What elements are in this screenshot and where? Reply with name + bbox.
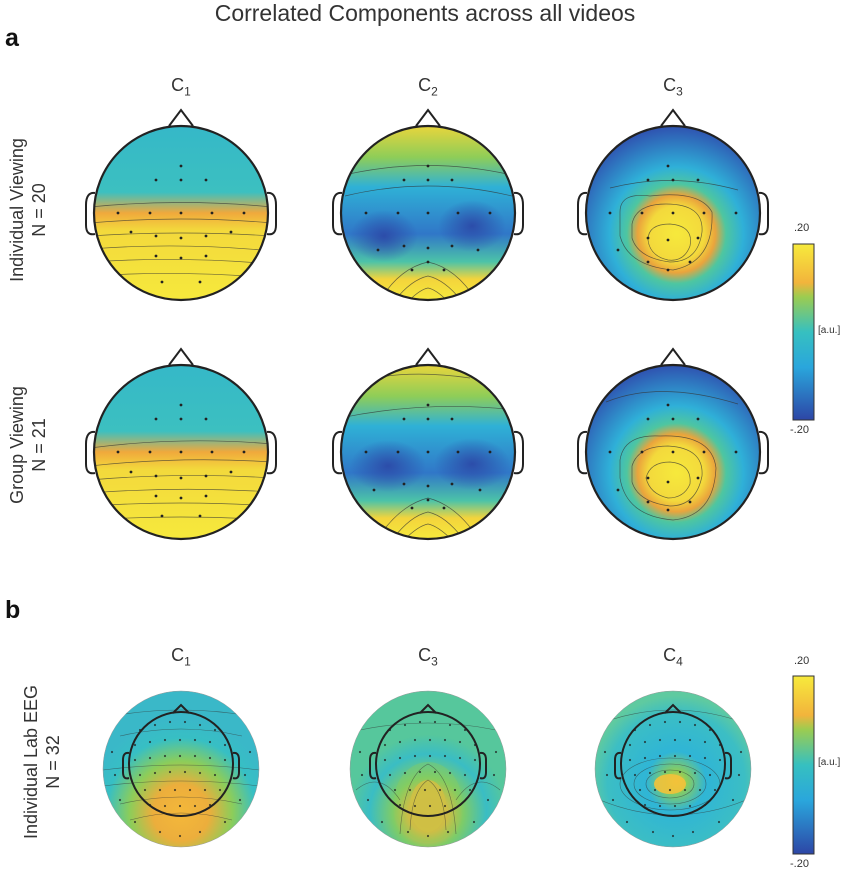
topomap-group-c2 (332, 347, 524, 541)
topomap-lab-c3 (349, 690, 507, 848)
figure-title: Correlated Components across all videos (214, 0, 636, 26)
topomap-individual-c2 (332, 108, 524, 302)
panel-b-col-c4: C4 (663, 645, 683, 669)
topomap-lab-c1 (102, 690, 260, 848)
topomap-individual-c3 (577, 108, 769, 302)
colorbar-a-max: .20 (794, 222, 810, 234)
panel-b-label: b (5, 596, 21, 624)
panel-a-col-c3: C3 (663, 75, 683, 99)
colorbar-b-max: .20 (794, 655, 810, 667)
colorbar-b-min: -.20 (790, 858, 809, 870)
panel-a-col-c1: C1 (171, 75, 191, 99)
topomap-individual-c1 (85, 108, 277, 302)
panel-b-col-c1: C1 (171, 645, 191, 669)
colorbar-a (792, 243, 815, 421)
panel-a-label: a (5, 24, 19, 52)
colorbar-b-unit: [a.u.] (818, 757, 841, 768)
topomap-group-c3 (577, 347, 769, 541)
panel-a-col-c2: C2 (418, 75, 438, 99)
panel-b-col-c3: C3 (418, 645, 438, 669)
colorbar-a-unit: [a.u.] (818, 325, 841, 336)
colorbar-a-min: -.20 (790, 424, 809, 436)
topomap-group-c1 (85, 347, 277, 541)
topomap-lab-c4 (594, 690, 752, 848)
colorbar-b (792, 675, 815, 855)
